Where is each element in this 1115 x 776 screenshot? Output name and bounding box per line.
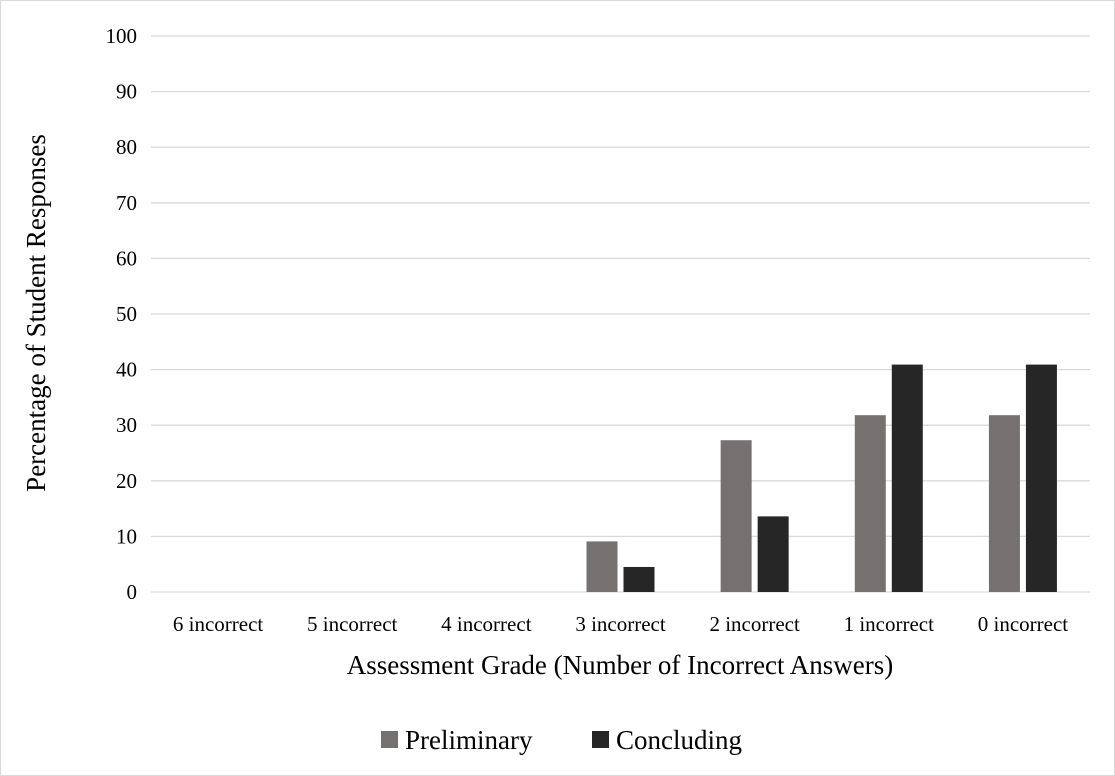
x-tick-label: 3 incorrect xyxy=(575,612,666,636)
y-tick-label: 60 xyxy=(116,246,137,270)
bars xyxy=(586,364,1057,592)
x-axis-tick-labels: 6 incorrect 5 incorrect 4 incorrect 3 incor… xyxy=(173,612,1068,636)
gridlines xyxy=(151,35,1090,593)
bar-preliminary-1-incorrect xyxy=(854,415,886,592)
bar-concluding-0-incorrect xyxy=(1025,364,1057,592)
legend-swatch-preliminary xyxy=(381,731,398,748)
bar-concluding-3-incorrect xyxy=(623,566,655,592)
bar-preliminary-3-incorrect xyxy=(586,541,618,592)
x-tick-label: 0 incorrect xyxy=(978,612,1069,636)
legend-label-preliminary: Preliminary xyxy=(405,725,533,755)
y-tick-label: 40 xyxy=(116,358,137,382)
x-tick-label: 6 incorrect xyxy=(173,612,264,636)
y-tick-label: 10 xyxy=(116,524,137,548)
y-tick-label: 90 xyxy=(116,80,137,104)
legend: Preliminary Concluding xyxy=(381,725,742,755)
y-tick-label: 100 xyxy=(106,24,138,48)
bar-preliminary-2-incorrect xyxy=(720,440,752,592)
y-tick-label: 80 xyxy=(116,135,137,159)
y-tick-label: 0 xyxy=(127,580,138,604)
y-axis-title: Percentage of Student Responses xyxy=(21,134,51,492)
y-tick-label: 20 xyxy=(116,469,137,493)
y-tick-label: 70 xyxy=(116,191,137,215)
x-axis-title: Assessment Grade (Number of Incorrect An… xyxy=(347,650,894,680)
bar-concluding-2-incorrect xyxy=(757,516,789,592)
x-tick-label: 4 incorrect xyxy=(441,612,532,636)
x-tick-label: 2 incorrect xyxy=(709,612,800,636)
legend-label-concluding: Concluding xyxy=(616,725,742,755)
legend-swatch-concluding xyxy=(592,731,609,748)
bar-concluding-1-incorrect xyxy=(891,364,923,592)
x-tick-label: 1 incorrect xyxy=(844,612,935,636)
bar-preliminary-0-incorrect xyxy=(988,415,1020,592)
y-axis-tick-labels: 0 10 20 30 40 50 60 70 80 90 100 xyxy=(106,24,138,604)
y-tick-label: 30 xyxy=(116,413,137,437)
y-tick-label: 50 xyxy=(116,302,137,326)
x-tick-label: 5 incorrect xyxy=(307,612,398,636)
